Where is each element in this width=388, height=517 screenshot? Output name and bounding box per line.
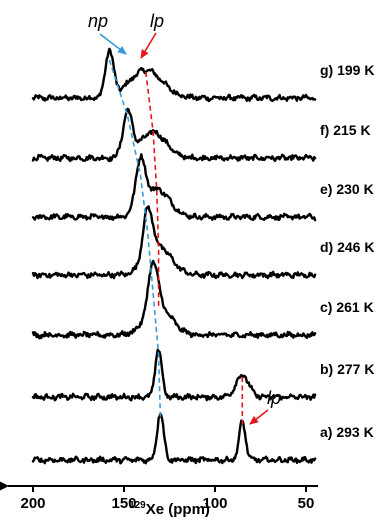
temperature-label-4: d) 246 K [320,239,374,255]
np-guide-line [108,59,162,419]
temperature-label-3: e) 230 K [320,181,374,197]
x-tick-label-150: 150 [111,495,136,512]
np-annotation-label: np [88,11,108,31]
spectrum-trace-7 [31,412,317,465]
temperature-label-6: b) 277 K [320,361,374,377]
temperature-label-5: c) 261 K [320,299,374,315]
spectra-traces [31,47,317,465]
spectrum-trace-1 [31,47,317,103]
peak-guide-lines [108,59,244,424]
lp-guide-line-top [145,71,160,309]
np-annotation-arrow [99,33,127,55]
spectrum-trace-3 [31,153,317,222]
lp-annotation-label-top: lp [150,11,164,31]
x-axis: 200 150 100 50 129Xe (ppm) [0,481,318,517]
spectrum-trace-5 [31,259,317,340]
x-tick-label-200: 200 [20,495,45,512]
temperature-label-1: g) 199 K [320,62,374,78]
x-tick-label-100: 100 [202,495,227,512]
lp-annotation-label-bottom: lp [267,388,281,408]
temperature-labels: g) 199 K f) 215 K e) 230 K d) 246 K c) 261 K… [320,62,374,440]
peak-annotations: np lp lp [88,11,281,425]
x-tick-label-50: 50 [298,495,315,512]
lp-annotation-arrow-bottom [249,409,269,425]
x-axis-label: 129Xe (ppm) [129,500,210,517]
spectrum-trace-2 [31,107,317,163]
spectrum-trace-6 [31,348,317,402]
temperature-label-2: f) 215 K [320,122,371,138]
lp-annotation-arrow-top [140,32,157,59]
temperature-label-7: a) 293 K [320,424,374,440]
spectrum-trace-4 [31,205,317,280]
